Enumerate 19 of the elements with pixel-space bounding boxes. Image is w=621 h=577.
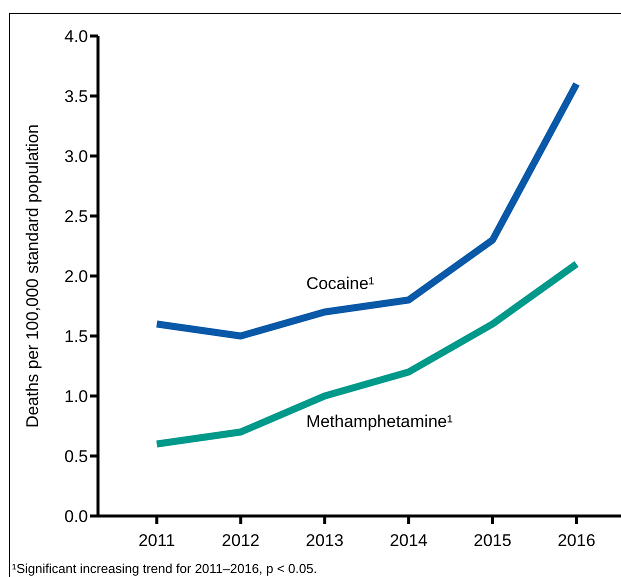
- y-tick-label: 3.0: [64, 147, 88, 166]
- x-tick-label: 2015: [474, 531, 512, 550]
- text: ¹Significant increasing trend for 2011–2016, p < 0.05.: [12, 561, 318, 576]
- y-tick-label: 4.0: [64, 27, 88, 46]
- y-tick-label: 2.0: [64, 267, 88, 286]
- y-tick-label: 1.0: [64, 387, 88, 406]
- x-tick-label: 2013: [306, 531, 344, 550]
- y-tick-label: 0.0: [64, 507, 88, 526]
- y-tick-label: 1.5: [64, 327, 88, 346]
- x-tick-label: 2016: [558, 531, 596, 550]
- x-tick-label: 2014: [390, 531, 428, 550]
- series-label: Cocaine¹: [306, 274, 374, 294]
- y-tick-label: 2.5: [64, 207, 88, 226]
- x-tick-label: 2012: [222, 531, 260, 550]
- y-tick-label: 0.5: [64, 447, 88, 466]
- y-tick-label: 3.5: [64, 87, 88, 106]
- x-tick-label: 2011: [138, 531, 176, 550]
- y-axis-title: Deaths per 100,000 standard population: [23, 124, 43, 428]
- series-label: Methamphetamine¹: [306, 412, 453, 432]
